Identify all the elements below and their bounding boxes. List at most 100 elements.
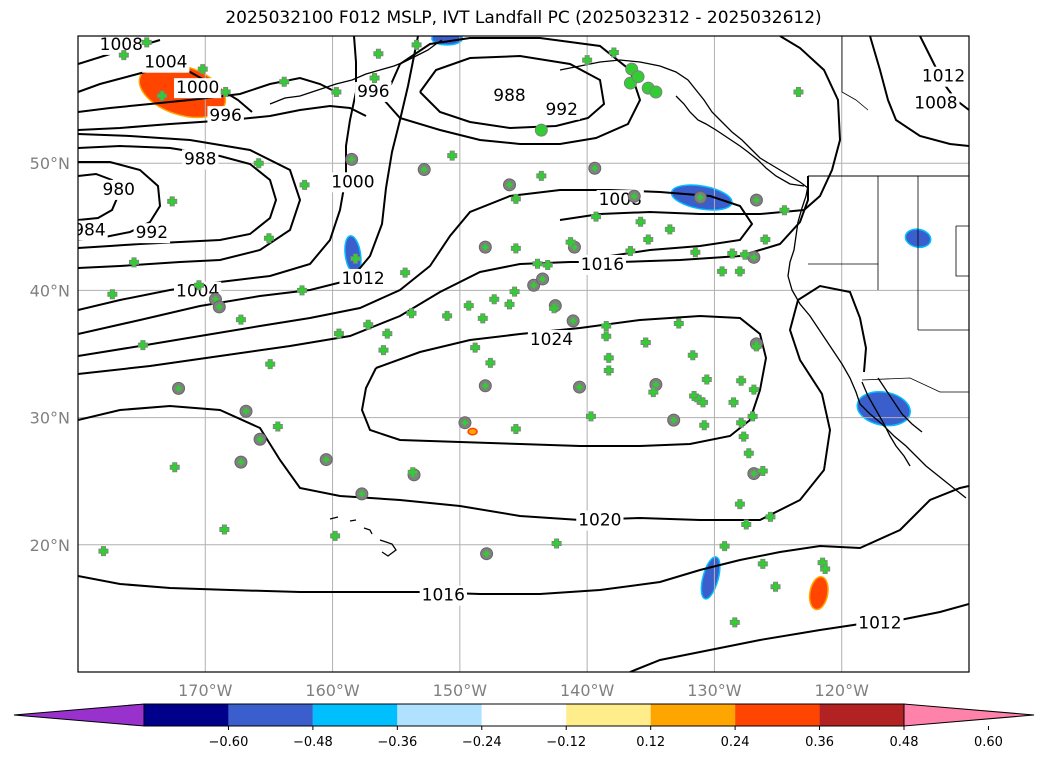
station-plus-marker (470, 343, 480, 353)
station-plus-inner (631, 193, 638, 200)
station-plus-marker (363, 320, 373, 330)
isobar-984-low (78, 161, 162, 241)
station-plus-inner (483, 550, 490, 557)
station-plus-marker (236, 315, 246, 325)
isobar-label: 1004 (176, 282, 219, 302)
station-plus-marker (674, 318, 684, 328)
lon-tick-label: 140°W (560, 681, 615, 700)
station-plus-marker (221, 87, 231, 97)
station-plus-marker (601, 321, 611, 331)
station-plus-inner (482, 244, 489, 251)
station-plus-marker (549, 303, 559, 313)
station-plus-marker (552, 539, 562, 549)
station-plus-marker (717, 266, 727, 276)
isobar-label: 1016 (581, 255, 624, 275)
isobar-label-bg (355, 81, 392, 102)
colorbar-tick-label: −0.24 (462, 735, 502, 750)
isobar-1000-nw (78, 76, 337, 113)
isobar-label: 988 (493, 86, 525, 106)
station-plus-marker (511, 243, 521, 253)
station-plus-marker (297, 285, 307, 295)
station-plus-marker (744, 448, 754, 458)
station-plus-marker (334, 329, 344, 339)
station-plus-marker (727, 249, 737, 259)
isobar-label-bg (576, 510, 624, 531)
colorbar-bin (228, 704, 313, 726)
station-plus-inner (576, 384, 583, 391)
station-plus-marker (408, 467, 418, 477)
colorbar-tick-label: −0.12 (546, 735, 586, 750)
station-plus-marker (625, 246, 635, 256)
station-plus-marker (485, 358, 495, 368)
station-plus-marker (373, 49, 383, 59)
station-plus-marker (702, 374, 712, 384)
station-plus-marker (735, 266, 745, 276)
station-plus-marker (219, 525, 229, 535)
isobar-label-bg (856, 613, 904, 634)
isobar-label: 1000 (176, 78, 219, 98)
coastlines (269, 36, 969, 557)
station-plus-marker (779, 205, 789, 215)
station-plus-marker (736, 418, 746, 428)
lat-tick-label: 20°N (30, 536, 70, 555)
station-plus-inner (421, 166, 428, 173)
station-plus-marker (400, 268, 410, 278)
station-plus-inner (237, 459, 244, 466)
colorbar-bin (312, 704, 398, 726)
us-west-coast (787, 185, 967, 499)
station-plus-marker (300, 180, 310, 190)
station-plus-inner (212, 296, 219, 303)
colorbar-bin (481, 704, 567, 726)
isobar-996-nw (78, 104, 367, 131)
station-plus-marker (730, 617, 740, 627)
isobar-label-bg (491, 85, 528, 106)
colorbar-bin (397, 704, 482, 726)
station-plus-marker (447, 151, 457, 161)
isobar-label-bg (919, 66, 968, 87)
lat-tick-label: 50°N (30, 154, 70, 173)
station-plus-marker (793, 87, 803, 97)
station-plus-marker (157, 91, 167, 101)
colorbar-bin (819, 704, 904, 726)
alaska-aleutian-coast (269, 39, 443, 105)
lon-tick-label: 160°W (305, 681, 360, 700)
isobar-1020-high (78, 284, 868, 522)
lon-tick-label: 120°W (815, 681, 870, 700)
lat-lon-gridlines (78, 36, 969, 672)
station-plus-marker (765, 512, 775, 522)
isobar-label-bg (100, 179, 137, 200)
station-plus-marker (107, 289, 117, 299)
isobar-label: 1000 (331, 172, 374, 192)
station-plus-marker (818, 558, 828, 568)
colorbar-tick-label: 0.60 (974, 735, 1003, 750)
station-plus-inner (358, 490, 365, 497)
colorbar-bin (144, 704, 229, 726)
isobar-label-bg (912, 93, 960, 114)
alaska-canada-border (841, 36, 869, 111)
colorbar-tick-label: 0.36 (805, 735, 834, 750)
lon-tick-label: 130°W (687, 681, 742, 700)
station-plus-inner (570, 317, 577, 324)
isobar-label-bg (578, 254, 627, 275)
station-plus-marker (504, 299, 514, 309)
state-border-5 (955, 225, 969, 277)
state-border-2 (808, 263, 879, 290)
isobar-988-gulf (419, 54, 606, 130)
station-plus-inner (670, 417, 677, 424)
station-plus-marker (729, 397, 739, 407)
colorbar-bin (566, 704, 651, 726)
station-plus-marker (758, 466, 768, 476)
isobar-label: 984 (73, 221, 105, 241)
station-plus-marker (350, 254, 360, 264)
station-markers (98, 37, 831, 628)
station-plus-marker (254, 158, 264, 168)
isobar-988-low (78, 144, 278, 249)
station-plus-marker (129, 257, 139, 267)
station-plus-marker (566, 237, 576, 247)
station-plus-marker (406, 308, 416, 318)
map-frame (77, 35, 970, 673)
isobar-label-bg (207, 106, 244, 127)
colorbar-bin (650, 704, 736, 726)
station-plus-marker (586, 411, 596, 421)
